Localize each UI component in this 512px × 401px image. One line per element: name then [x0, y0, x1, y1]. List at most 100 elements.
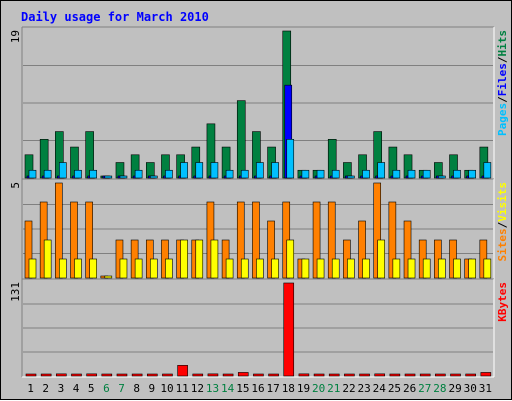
bar-kbytes-18 — [283, 282, 295, 377]
bar-pages-15 — [240, 169, 249, 179]
legend-entry: Hits — [496, 30, 509, 57]
bar-pages-11 — [180, 162, 188, 179]
bar-kbytes-7 — [116, 373, 128, 377]
bar-pages-3 — [59, 162, 67, 179]
legend-entry: Sites — [496, 228, 509, 261]
bar-pages-29 — [453, 169, 461, 179]
x-tick-label: 18 — [282, 382, 295, 395]
bar-sites-23 — [358, 220, 366, 279]
x-tick-label: 9 — [149, 382, 156, 395]
bar-pages-31 — [483, 162, 492, 179]
x-tick-label: 30 — [464, 382, 477, 395]
bar-visits-7 — [119, 258, 128, 279]
bar-sites-16 — [252, 201, 260, 279]
legend-entry: Visits — [496, 182, 509, 222]
x-tick-label: 20 — [312, 382, 325, 395]
bar-visits-27 — [422, 258, 431, 279]
bar-pages-27 — [422, 169, 431, 179]
bar-pages-14 — [225, 169, 234, 179]
x-tick-label: 27 — [418, 382, 431, 395]
ymax-label-visits-sites: 5 — [9, 182, 22, 189]
bar-sites-1 — [24, 220, 33, 279]
x-tick-label: 22 — [342, 382, 355, 395]
bar-kbytes-16 — [253, 373, 264, 377]
bar-kbytes-11 — [177, 365, 188, 377]
bar-kbytes-24 — [374, 373, 386, 377]
bar-pages-5 — [89, 169, 97, 179]
bar-pages-20 — [316, 169, 325, 179]
bar-visits-1 — [28, 258, 37, 279]
x-tick-label: 29 — [448, 382, 461, 395]
bar-pages-1 — [28, 169, 37, 179]
bar-kbytes-26 — [404, 373, 416, 377]
bar-kbytes-2 — [40, 373, 52, 377]
bar-pages-21 — [331, 169, 340, 179]
x-tick-label: 31 — [479, 382, 492, 395]
x-tick-label: 13 — [206, 382, 219, 395]
legend-entry: Pages — [496, 103, 509, 136]
bar-kbytes-21 — [328, 373, 340, 377]
bar-pages-25 — [392, 169, 401, 179]
bar-kbytes-15 — [237, 372, 249, 377]
bar-pages-13 — [210, 162, 219, 179]
legend-kbytes: KBytes — [496, 282, 509, 322]
bar-visits-5 — [89, 258, 97, 279]
bar-visits-18 — [286, 239, 295, 279]
bar-visits-31 — [483, 258, 492, 279]
bar-kbytes-12 — [192, 373, 204, 377]
bar-sites-17 — [267, 220, 275, 279]
legend-entry: / — [496, 221, 509, 228]
bar-pages-23 — [362, 169, 370, 179]
bar-sites-25 — [388, 201, 397, 279]
x-tick-label: 15 — [236, 382, 249, 395]
bar-pages-19 — [301, 169, 310, 179]
legend-entry: / — [496, 96, 509, 103]
bar-sites-26 — [403, 220, 412, 279]
x-tick-label: 16 — [251, 382, 264, 395]
bar-visits-9 — [149, 258, 158, 279]
x-tick-label: 4 — [73, 382, 80, 395]
bar-visits-17 — [271, 258, 279, 279]
bar-pages-16 — [256, 162, 264, 179]
x-tick-label: 17 — [267, 382, 280, 395]
x-tick-label: 5 — [88, 382, 95, 395]
bar-kbytes-4 — [71, 373, 82, 377]
bar-pages-2 — [43, 169, 52, 179]
legend-entry: KBytes — [496, 282, 509, 322]
bar-pages-18 — [286, 139, 295, 179]
bar-kbytes-20 — [313, 373, 325, 377]
bar-visits-16 — [256, 258, 264, 279]
bar-kbytes-9 — [146, 373, 158, 377]
bar-visits-20 — [316, 258, 325, 279]
bar-visits-4 — [74, 258, 82, 279]
bar-visits-6 — [104, 275, 113, 279]
bar-sites-5 — [85, 201, 93, 279]
bar-visits-25 — [392, 258, 401, 279]
bar-visits-10 — [165, 258, 173, 279]
bar-kbytes-1 — [25, 373, 37, 377]
bar-sites-24 — [373, 182, 382, 279]
bar-pages-4 — [74, 169, 82, 179]
bar-kbytes-30 — [465, 373, 476, 377]
bar-kbytes-13 — [207, 373, 219, 377]
bar-pages-12 — [195, 162, 204, 179]
bar-pages-28 — [438, 175, 446, 179]
x-tick-label: 7 — [118, 382, 125, 395]
bar-kbytes-19 — [298, 373, 310, 377]
bar-visits-15 — [240, 258, 249, 279]
bar-pages-9 — [149, 175, 158, 179]
x-tick-label: 25 — [388, 382, 401, 395]
bar-kbytes-5 — [86, 373, 97, 377]
ymax-label-kbytes: 131 — [9, 282, 22, 302]
x-tick-label: 2 — [42, 382, 49, 395]
x-tick-label: 23 — [358, 382, 371, 395]
bar-kbytes-23 — [359, 373, 370, 377]
bar-hits-28 — [434, 162, 443, 179]
bar-visits-21 — [331, 258, 340, 279]
bar-kbytes-27 — [419, 373, 431, 377]
bar-hits-22 — [343, 162, 352, 179]
